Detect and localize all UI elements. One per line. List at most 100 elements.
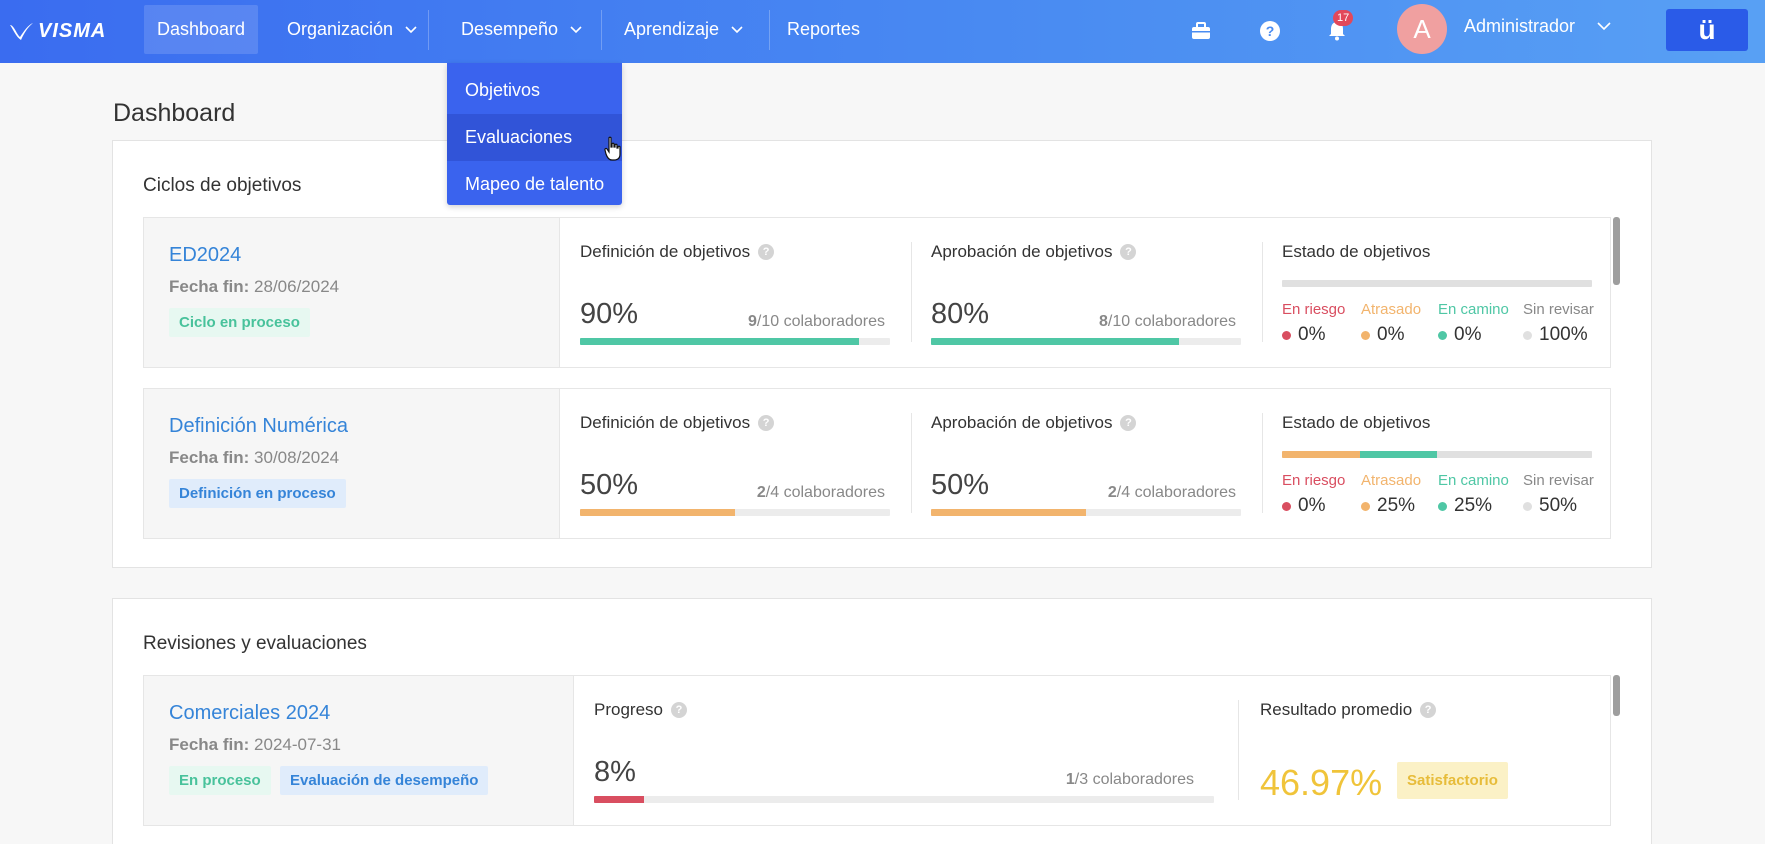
help-button[interactable]: ? [1253, 14, 1287, 48]
review-metrics: Progreso? 8% 1/3 colaboradores Resultado… [574, 676, 1610, 825]
dot-icon [1282, 501, 1291, 511]
chevron-down-icon [731, 25, 743, 33]
definition-count: 2/4 colaboradores [745, 484, 885, 502]
menu-item-mapeo-de-talento[interactable]: Mapeo de talento [447, 161, 622, 208]
help-icon[interactable]: ? [670, 702, 687, 718]
status-value-risk: 0% [1282, 495, 1325, 517]
help-icon[interactable]: ? [1420, 702, 1437, 718]
reviews-panel: Revisiones y evaluaciones Comerciales 20… [112, 598, 1652, 844]
count-done: 2 [756, 484, 766, 501]
nav-organizacion[interactable]: Organización [274, 5, 430, 54]
nav-desempeno[interactable]: Desempeño [448, 5, 595, 54]
status-segment [1437, 451, 1592, 458]
status-stacked-bar [1282, 451, 1592, 458]
status-label-ontrack: En camino [1438, 472, 1509, 489]
status-label-ontrack: En camino [1438, 301, 1509, 318]
top-navbar: VISMA Dashboard Organización Desempeño A… [0, 0, 1765, 63]
status-segment [1282, 280, 1592, 287]
progress-fill [580, 338, 859, 345]
logo-text: VISMA [38, 19, 107, 42]
visma-logo[interactable]: VISMA [8, 18, 110, 44]
chevron-down-icon[interactable] [1597, 22, 1611, 31]
date-value: 30/08/2024 [254, 448, 340, 467]
help-icon[interactable]: ? [1120, 415, 1137, 431]
definition-label: Definición de objetivos? [580, 413, 775, 433]
cycle-name-link[interactable]: ED2024 [169, 244, 242, 266]
status-value-unreviewed: 100% [1523, 324, 1588, 346]
help-icon[interactable]: ? [1120, 244, 1137, 260]
count-done: 9 [747, 313, 757, 330]
brand-glyph: ü [1698, 14, 1716, 45]
value-text: 0% [1454, 324, 1482, 345]
status-value-late: 25% [1361, 495, 1415, 517]
svg-text:?: ? [1266, 23, 1275, 39]
cycle-row: ED2024 Fecha fin: 28/06/2024 Ciclo en pr… [143, 217, 1611, 368]
chevron-down-icon [405, 25, 417, 33]
type-badge: Evaluación de desempeño [280, 766, 489, 795]
progress-bar [594, 796, 1214, 803]
avatar-initial: A [1413, 13, 1431, 44]
value-text: 25% [1377, 495, 1416, 516]
briefcase-button[interactable] [1184, 14, 1218, 48]
cycle-metrics: Definición de objetivos? 50% 2/4 colabor… [560, 389, 1610, 538]
progress-count: 1/3 colaboradores [994, 771, 1194, 789]
nav-dashboard[interactable]: Dashboard [144, 5, 259, 54]
cycle-metrics: Definición de objetivos? 90% 9/10 colabo… [560, 218, 1610, 367]
help-icon[interactable]: ? [758, 415, 775, 431]
definition-label-text: Definición de objetivos [580, 413, 751, 432]
visma-swoosh-icon [10, 23, 33, 40]
status-segment [1282, 451, 1360, 458]
nav-reportes-label: Reportes [787, 19, 861, 39]
result-label-text: Resultado promedio [1260, 700, 1413, 719]
cycle-info: Definición Numérica Fecha fin: 30/08/202… [144, 389, 560, 538]
user-name[interactable]: Administrador [1464, 16, 1576, 36]
review-info: Comerciales 2024 Fecha fin: 2024-07-31 E… [144, 676, 574, 825]
nav-dashboard-label: Dashboard [157, 19, 246, 39]
value-text: 100% [1539, 324, 1588, 345]
status-label-unreviewed: Sin revisar [1523, 301, 1594, 318]
avatar[interactable]: A [1397, 4, 1447, 54]
count-suffix: colaboradores [1134, 313, 1236, 330]
count-suffix: colaboradores [783, 484, 885, 501]
status-label-unreviewed: Sin revisar [1523, 472, 1594, 489]
status-badge: Definición en proceso [169, 479, 346, 508]
help-circle-icon: ? [1260, 21, 1280, 41]
nav-aprendizaje[interactable]: Aprendizaje [611, 5, 756, 54]
value-text: 0% [1377, 324, 1405, 345]
desempeno-dropdown-menu: Objetivos Evaluaciones Mapeo de talento [447, 63, 622, 205]
review-name-link[interactable]: Comerciales 2024 [169, 702, 331, 724]
count-done: 2 [1107, 484, 1117, 501]
brand-app-button[interactable]: ü [1666, 9, 1748, 51]
progress-label-text: Progreso [594, 700, 663, 719]
definition-percent: 50% [580, 469, 639, 501]
nav-aprendizaje-label: Aprendizaje [624, 19, 720, 39]
nav-separator [769, 10, 770, 50]
column-divider [911, 242, 912, 342]
dot-icon [1282, 330, 1291, 340]
menu-item-objetivos[interactable]: Objetivos [447, 67, 622, 114]
cycle-name-link[interactable]: Definición Numérica [169, 415, 348, 437]
count-done: 1 [1065, 771, 1075, 788]
menu-item-evaluaciones[interactable]: Evaluaciones [447, 114, 622, 161]
dot-icon [1523, 330, 1532, 340]
result-label: Resultado promedio? [1260, 700, 1437, 720]
reviews-panel-title: Revisiones y evaluaciones [143, 633, 367, 654]
status-badge: En proceso [169, 766, 271, 795]
date-value: 28/06/2024 [254, 277, 340, 296]
date-label: Fecha fin: [169, 277, 250, 296]
scrollbar-thumb[interactable] [1613, 217, 1620, 285]
count-total: /10 [756, 313, 780, 330]
dot-icon [1361, 330, 1370, 340]
definition-label-text: Definición de objetivos [580, 242, 751, 261]
status-segment [1359, 451, 1437, 458]
page-title: Dashboard [113, 99, 236, 127]
help-icon[interactable]: ? [758, 244, 775, 260]
definition-percent: 90% [580, 298, 639, 330]
count-suffix: colaboradores [783, 313, 885, 330]
count-total: /4 [765, 484, 780, 501]
approval-progress-bar [931, 338, 1241, 345]
status-stacked-bar [1282, 280, 1592, 287]
scrollbar-thumb[interactable] [1613, 675, 1620, 716]
column-divider [1262, 242, 1263, 342]
nav-reportes[interactable]: Reportes [774, 5, 873, 54]
